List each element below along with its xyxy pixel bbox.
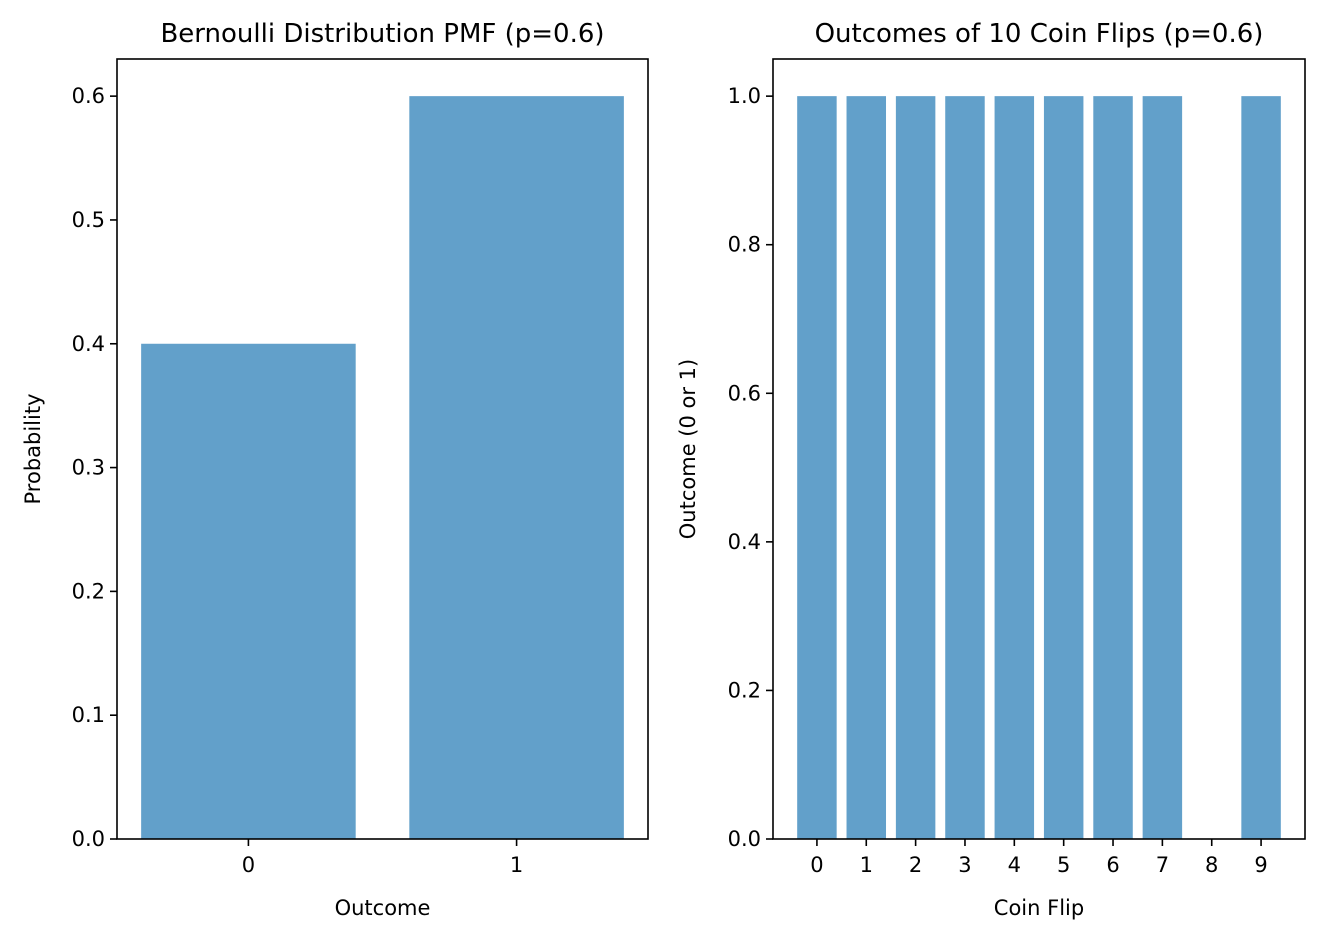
pmf-y-tick-label: 0.3 — [72, 456, 105, 480]
pmf-x-axis-label: Outcome — [335, 896, 431, 920]
coin-flip-x-axis-label: Coin Flip — [994, 896, 1084, 920]
coin-flip-y-axis-label: Outcome (0 or 1) — [676, 359, 700, 539]
coin-flip-chart-title: Outcomes of 10 Coin Flips (p=0.6) — [815, 19, 1264, 49]
coin-flip-x-tick-label: 7 — [1156, 853, 1169, 877]
coin-flip-chart: 0.0 0.2 0.4 0.6 0.8 1.0 0 1 2 3 4 5 6 7 8 9 Outcomes o… — [676, 19, 1306, 920]
coin-flip-x-tick-label: 9 — [1254, 853, 1267, 877]
coin-flip-plot-frame — [772, 58, 1306, 840]
coin-flip-x-tick-label: 0 — [810, 853, 823, 877]
coin-flip-bar-3 — [945, 96, 985, 839]
coin-flip-x-tick-label: 1 — [860, 853, 873, 877]
coin-flip-bars — [797, 96, 1281, 839]
coin-flip-bar-9 — [1241, 96, 1281, 839]
coin-flip-x-tick-label: 3 — [958, 853, 971, 877]
coin-flip-bar-6 — [1093, 96, 1133, 839]
coin-flip-y-tick-label: 0.2 — [728, 678, 761, 702]
coin-flip-y-tick-label: 0.4 — [728, 530, 761, 554]
coin-flip-y-axis: 0.0 0.2 0.4 0.6 0.8 1.0 — [728, 84, 773, 851]
pmf-bar-0 — [141, 343, 356, 839]
pmf-y-tick-label: 0.1 — [72, 703, 105, 727]
coin-flip-y-tick-label: 0.8 — [728, 233, 761, 257]
coin-flip-bar-0 — [797, 96, 837, 839]
coin-flip-x-axis: 0 1 2 3 4 5 6 7 8 9 — [810, 839, 1268, 877]
coin-flip-bar-4 — [994, 96, 1035, 839]
coin-flip-bar-5 — [1043, 96, 1084, 839]
coin-flip-x-tick-label: 8 — [1205, 853, 1218, 877]
pmf-x-tick-label: 1 — [510, 853, 523, 877]
pmf-chart-title: Bernoulli Distribution PMF (p=0.6) — [160, 19, 604, 49]
pmf-plot-frame — [116, 58, 649, 840]
coin-flip-bar-7 — [1142, 96, 1183, 839]
pmf-y-tick-label: 0.6 — [72, 84, 105, 108]
pmf-y-axis: 0.0 0.1 0.2 0.3 0.4 0.5 0.6 — [72, 84, 117, 851]
pmf-bar-1 — [409, 96, 624, 839]
coin-flip-x-tick-label: 6 — [1106, 853, 1119, 877]
coin-flip-x-tick-label: 5 — [1057, 853, 1070, 877]
pmf-y-tick-label: 0.5 — [72, 208, 105, 232]
coin-flip-bar-1 — [846, 96, 887, 839]
pmf-x-tick-label: 0 — [242, 853, 255, 877]
coin-flip-y-tick-label: 0.6 — [728, 381, 761, 405]
coin-flip-x-tick-label: 2 — [909, 853, 922, 877]
pmf-y-tick-label: 0.2 — [72, 579, 105, 603]
pmf-bars — [141, 96, 624, 839]
coin-flip-y-tick-label: 0.0 — [728, 827, 761, 851]
coin-flip-y-tick-label: 1.0 — [728, 84, 761, 108]
coin-flip-x-tick-label: 4 — [1008, 853, 1021, 877]
coin-flip-bar-2 — [895, 96, 936, 839]
pmf-y-tick-label: 0.4 — [72, 332, 105, 356]
pmf-y-tick-label: 0.0 — [72, 827, 105, 851]
pmf-y-axis-label: Probability — [21, 393, 45, 504]
